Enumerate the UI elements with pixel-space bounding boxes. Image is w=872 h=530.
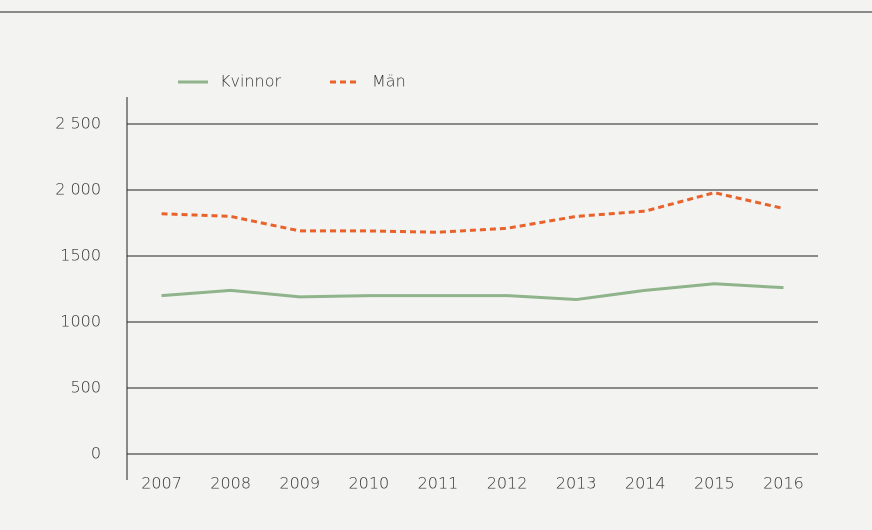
legend-label: Kvinnor [220, 72, 281, 91]
x-tick-label: 2012 [487, 474, 528, 493]
y-tick-label: 1000 [60, 312, 101, 331]
x-tick-label: 2007 [141, 474, 182, 493]
y-tick-label: 0 [91, 444, 101, 463]
x-tick-label: 2008 [210, 474, 251, 493]
x-tick-label: 2011 [418, 474, 459, 493]
x-tick-label: 2015 [694, 474, 735, 493]
y-tick-label: 2 500 [55, 114, 101, 133]
y-tick-label: 500 [70, 378, 101, 397]
x-tick-label: 2016 [763, 474, 804, 493]
y-tick-label: 2 000 [55, 180, 101, 199]
y-tick-label: 1500 [60, 246, 101, 265]
x-tick-label: 2013 [556, 474, 597, 493]
series-line [161, 191, 784, 234]
series-line [161, 282, 784, 302]
x-tick-label: 2009 [279, 474, 320, 493]
x-tick-label: 2014 [625, 474, 666, 493]
legend-label: Män [372, 72, 406, 91]
x-tick-label: 2010 [348, 474, 389, 493]
